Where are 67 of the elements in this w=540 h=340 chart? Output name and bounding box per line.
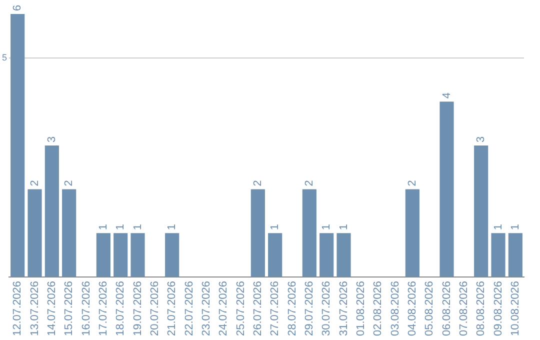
x-tick-label: 26.07.2026 <box>252 280 264 336</box>
bar <box>10 14 25 277</box>
x-tick-label: 08.08.2026 <box>475 280 488 336</box>
data-label: 1 <box>97 224 110 230</box>
x-tick-label: 03.08.2026 <box>389 280 402 336</box>
bar <box>28 189 42 277</box>
x-tick-label: 27.07.2026 <box>269 280 282 336</box>
x-tick-label: 28.07.2026 <box>286 280 298 336</box>
x-tick-label: 30.07.2026 <box>320 280 333 336</box>
data-label: 1 <box>492 224 504 230</box>
bar <box>508 233 522 277</box>
x-tick-label: 25.07.2026 <box>234 280 247 336</box>
data-label: 1 <box>269 224 282 230</box>
data-label: 2 <box>63 180 76 186</box>
data-label: 3 <box>46 136 58 142</box>
bar <box>302 189 316 277</box>
x-tick-label: 01.08.2026 <box>354 280 367 336</box>
x-tick-label: 20.07.2026 <box>148 280 161 336</box>
x-tick-label: 29.07.2026 <box>303 280 316 336</box>
x-tick-label: 31.07.2026 <box>338 280 350 336</box>
x-tick-label: 05.08.2026 <box>424 280 436 336</box>
x-tick-label: 24.07.2026 <box>218 280 230 336</box>
bar <box>44 145 59 277</box>
data-label: 2 <box>303 180 316 186</box>
data-label: 1 <box>338 224 350 230</box>
data-label: 2 <box>28 180 41 186</box>
bar <box>405 189 420 277</box>
x-tick-label: 19.07.2026 <box>132 280 144 336</box>
x-tick-label: 21.07.2026 <box>166 280 178 336</box>
bar <box>130 233 145 277</box>
x-tick-label: 12.07.2026 <box>12 280 24 336</box>
x-tick-label: 07.08.2026 <box>458 280 470 336</box>
data-label: 1 <box>132 224 144 230</box>
bar <box>320 233 334 277</box>
bar <box>250 189 265 277</box>
bar <box>114 233 128 277</box>
x-tick-label: 14.07.2026 <box>46 280 58 336</box>
data-label: 1 <box>166 224 178 230</box>
data-label: 2 <box>252 180 264 186</box>
x-tick-label: 04.08.2026 <box>406 280 418 336</box>
x-tick-label: 10.08.2026 <box>509 280 522 336</box>
x-tick-label: 18.07.2026 <box>114 280 127 336</box>
x-tick-label: 17.07.2026 <box>97 280 110 336</box>
data-label: 1 <box>509 224 522 230</box>
y-tick-label: 5 <box>2 52 8 62</box>
x-tick-label: 16.07.2026 <box>80 280 92 336</box>
bar <box>474 145 488 277</box>
bar <box>336 233 351 277</box>
x-tick-label: 13.07.2026 <box>28 280 41 336</box>
bar <box>62 189 76 277</box>
x-tick-label: 02.08.2026 <box>372 280 384 336</box>
bar <box>491 233 506 277</box>
data-label: 3 <box>475 136 488 142</box>
data-label: 2 <box>406 180 418 186</box>
data-label: 1 <box>114 224 127 230</box>
bar <box>165 233 180 277</box>
x-tick-label: 22.07.2026 <box>183 280 196 336</box>
x-tick-label: 06.08.2026 <box>440 280 453 336</box>
data-label: 6 <box>12 4 24 11</box>
x-tick-label: 23.07.2026 <box>200 280 212 336</box>
bar <box>96 233 110 277</box>
x-tick-label: 09.08.2026 <box>492 280 504 336</box>
data-label: 4 <box>440 92 453 99</box>
data-label: 1 <box>320 224 333 230</box>
x-tick-label: 15.07.2026 <box>63 280 76 336</box>
bar <box>268 233 282 277</box>
bar <box>440 102 454 277</box>
